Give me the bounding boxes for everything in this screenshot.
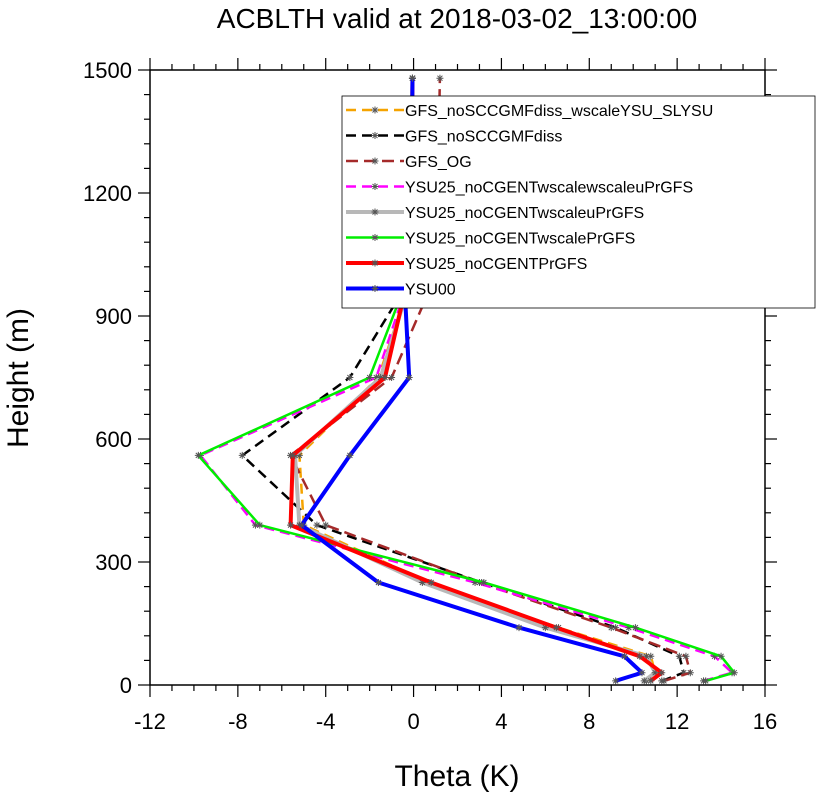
series-marker [346, 374, 354, 381]
series-marker [371, 208, 379, 216]
legend-label: YSU25_noCGENTPrGFS [405, 256, 587, 273]
series-marker [638, 669, 646, 677]
legend-item: YSU00 [346, 282, 456, 299]
legend-label: YSU00 [405, 282, 456, 299]
series-marker [682, 652, 690, 660]
x-tick-label: 12 [665, 709, 689, 734]
series-line [241, 78, 685, 683]
x-tick-label: 4 [495, 709, 507, 734]
series-marker [371, 234, 379, 241]
legend-item: YSU25_noCGENTPrGFS [346, 256, 587, 273]
series-marker [405, 374, 413, 381]
legend-item: GFS_noSCCGMFdiss [346, 129, 562, 146]
series-marker [313, 521, 321, 529]
series-marker [552, 624, 560, 632]
legend-item: YSU25_noCGENTwscaleuPrGFS [346, 205, 644, 222]
series-marker [660, 677, 668, 685]
series-marker [640, 677, 648, 685]
series-marker [295, 451, 303, 459]
series-marker [366, 374, 374, 381]
series-marker [717, 652, 725, 660]
y-tick-label: 1200 [83, 181, 132, 206]
series-marker [436, 74, 444, 82]
series-marker [631, 624, 639, 632]
series-marker [194, 451, 202, 459]
series-marker [298, 521, 306, 529]
x-tick-label: 16 [753, 709, 777, 734]
legend-label: YSU25_noCGENTwscalewscaleuPrGFS [405, 180, 693, 197]
legend-label: YSU25_noCGENTwscaleuPrGFS [405, 205, 644, 222]
legend-label: YSU25_noCGENTwscalePrGFS [405, 231, 635, 248]
series-marker [372, 374, 380, 381]
x-tick-label: -4 [316, 709, 336, 734]
series-marker [612, 624, 620, 632]
legend: GFS_noSCCGMFdiss_wscaleYSU_SLYSU GFS_noSC… [341, 95, 816, 309]
series-marker [346, 451, 354, 459]
legend-label: GFS_OG [405, 154, 472, 171]
series-marker [371, 259, 379, 267]
series-marker [251, 521, 259, 529]
legend-box [341, 95, 816, 309]
series-marker [238, 451, 246, 459]
series-marker [680, 669, 688, 677]
series-marker [702, 677, 710, 685]
series-marker [287, 521, 295, 529]
series-marker [607, 624, 615, 632]
series-marker [675, 652, 683, 660]
axes: -12 -8 -4 0 4 8 12 16 0 300 600 900 1200 1500 [83, 58, 777, 734]
legend-item: GFS_noSCCGMFdiss_wscaleYSU_SLYSU [346, 103, 713, 120]
series-marker [541, 624, 549, 632]
series-marker [471, 579, 479, 586]
series-marker [371, 106, 379, 114]
series-marker [427, 579, 435, 586]
y-tick-label: 0 [120, 673, 132, 698]
series-marker [658, 669, 666, 677]
series-marker [374, 579, 382, 586]
x-tick-label: 8 [583, 709, 595, 734]
y-tick-label: 900 [95, 304, 132, 329]
series-marker [289, 451, 297, 459]
series-marker [480, 579, 488, 586]
series-marker [625, 624, 633, 632]
x-tick-label: -8 [228, 709, 248, 734]
legend-label: GFS_noSCCGMFdiss_wscaleYSU_SLYSU [405, 103, 713, 120]
series-marker [371, 285, 379, 292]
series-marker [322, 521, 330, 529]
series-marker [647, 652, 655, 660]
series-marker [256, 521, 264, 529]
x-axis-title: Theta (K) [394, 760, 519, 793]
y-tick-label: 600 [95, 427, 132, 452]
series-marker [381, 374, 389, 381]
y-axis-title: Height (m) [2, 308, 35, 448]
series-marker [371, 183, 379, 190]
x-tick-label: -12 [134, 709, 166, 734]
series-marker [730, 669, 738, 677]
legend-item: YSU25_noCGENTwscalewscaleuPrGFS [346, 180, 693, 197]
legend-item: YSU25_noCGENTwscalePrGFS [346, 231, 635, 248]
y-tick-label: 1500 [83, 58, 132, 83]
chart-title: ACBLTH valid at 2018-03-02_13:00:00 [217, 3, 697, 34]
series-marker [647, 677, 655, 685]
series-marker [408, 74, 416, 82]
y-tick-label: 300 [95, 550, 132, 575]
series-marker [710, 652, 718, 660]
series-marker [418, 579, 426, 586]
legend-item: GFS_OG [346, 154, 472, 171]
series-marker [371, 157, 379, 165]
series-marker [642, 652, 650, 660]
series-marker [686, 669, 694, 677]
legend-label: GFS_noSCCGMFdiss [405, 129, 562, 146]
x-tick-label: 0 [407, 709, 419, 734]
series-marker [620, 652, 628, 660]
series-marker [636, 652, 644, 660]
series-marker [515, 624, 523, 632]
series-marker [651, 669, 659, 677]
series-marker [377, 374, 385, 381]
series-marker [371, 132, 379, 139]
series-marker [388, 374, 396, 381]
series-marker [612, 677, 620, 685]
